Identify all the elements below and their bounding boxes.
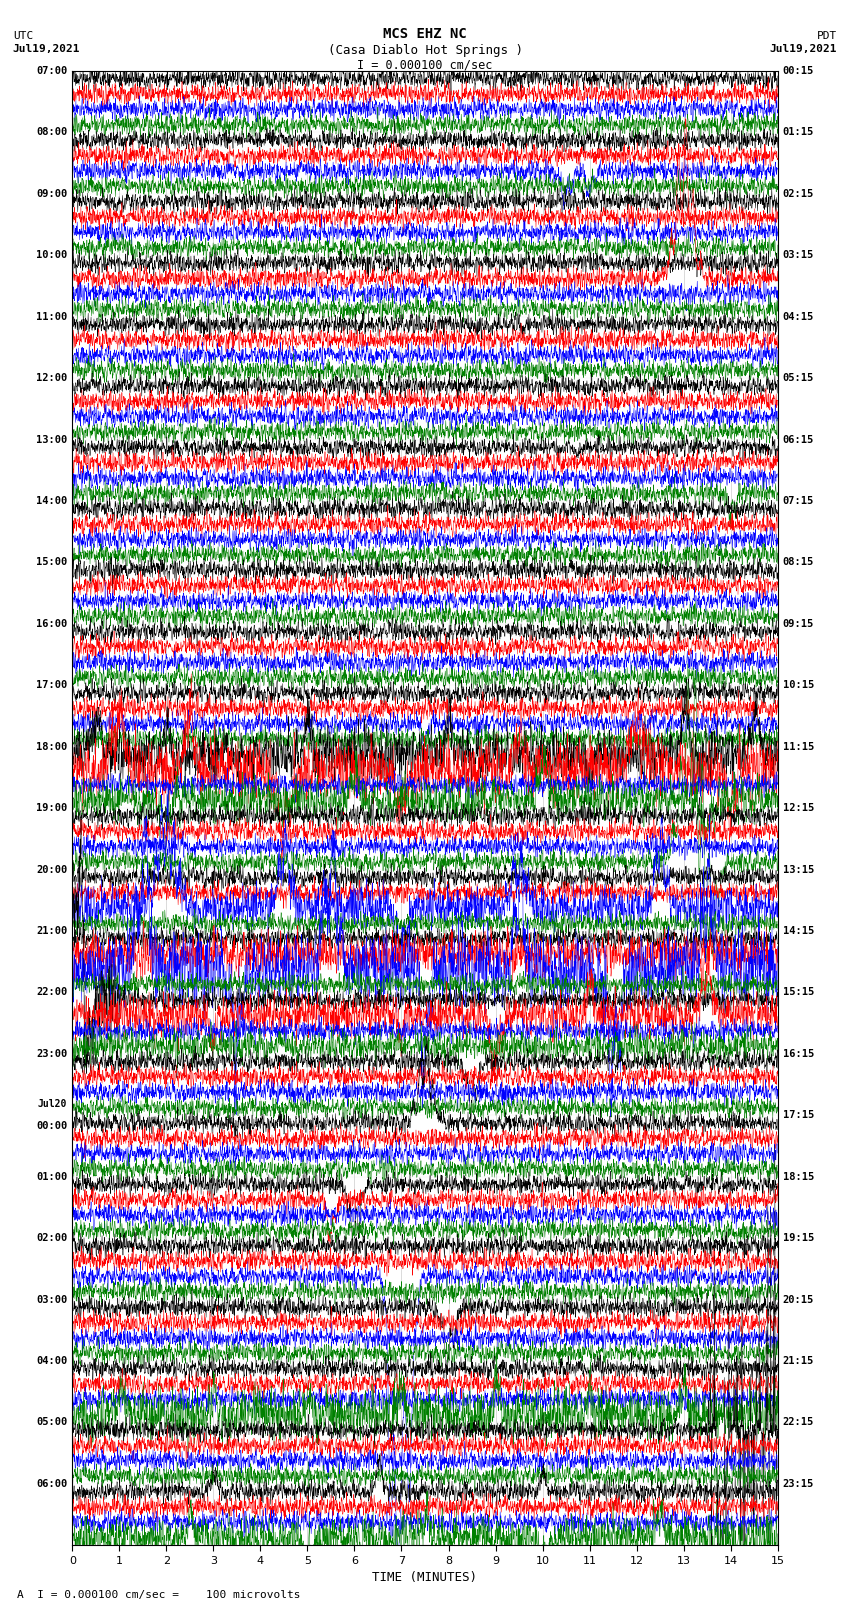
Text: Jul19,2021: Jul19,2021: [13, 44, 80, 53]
Text: 20:15: 20:15: [783, 1295, 814, 1305]
Text: 20:00: 20:00: [36, 865, 67, 874]
Text: 23:00: 23:00: [36, 1048, 67, 1058]
Text: 05:15: 05:15: [783, 373, 814, 384]
Text: 22:00: 22:00: [36, 987, 67, 997]
Text: 00:00: 00:00: [36, 1121, 67, 1131]
Text: 17:00: 17:00: [36, 681, 67, 690]
Text: 23:15: 23:15: [783, 1479, 814, 1489]
Text: 07:00: 07:00: [36, 66, 67, 76]
Text: A  I = 0.000100 cm/sec =    100 microvolts: A I = 0.000100 cm/sec = 100 microvolts: [17, 1590, 301, 1600]
Text: 06:00: 06:00: [36, 1479, 67, 1489]
Text: I = 0.000100 cm/sec: I = 0.000100 cm/sec: [357, 58, 493, 71]
Text: 16:00: 16:00: [36, 619, 67, 629]
Text: 01:00: 01:00: [36, 1171, 67, 1182]
Text: 05:00: 05:00: [36, 1418, 67, 1428]
Text: 09:00: 09:00: [36, 189, 67, 198]
Text: 21:15: 21:15: [783, 1357, 814, 1366]
Text: 14:00: 14:00: [36, 495, 67, 506]
Text: Jul19,2021: Jul19,2021: [770, 44, 837, 53]
Text: 16:15: 16:15: [783, 1048, 814, 1058]
Text: 21:00: 21:00: [36, 926, 67, 936]
Text: 12:00: 12:00: [36, 373, 67, 384]
Text: 15:00: 15:00: [36, 558, 67, 568]
Text: 13:15: 13:15: [783, 865, 814, 874]
Text: 06:15: 06:15: [783, 434, 814, 445]
Text: 19:15: 19:15: [783, 1232, 814, 1244]
Text: 17:15: 17:15: [783, 1110, 814, 1121]
Text: 15:15: 15:15: [783, 987, 814, 997]
Text: 01:15: 01:15: [783, 127, 814, 137]
Text: 13:00: 13:00: [36, 434, 67, 445]
Text: UTC: UTC: [13, 31, 33, 40]
Text: 08:00: 08:00: [36, 127, 67, 137]
Text: PDT: PDT: [817, 31, 837, 40]
Text: 02:00: 02:00: [36, 1232, 67, 1244]
X-axis label: TIME (MINUTES): TIME (MINUTES): [372, 1571, 478, 1584]
Text: 00:15: 00:15: [783, 66, 814, 76]
Text: Jul20: Jul20: [38, 1100, 67, 1110]
Text: 10:00: 10:00: [36, 250, 67, 260]
Text: (Casa Diablo Hot Springs ): (Casa Diablo Hot Springs ): [327, 44, 523, 58]
Text: 22:15: 22:15: [783, 1418, 814, 1428]
Text: 09:15: 09:15: [783, 619, 814, 629]
Text: 03:15: 03:15: [783, 250, 814, 260]
Text: 04:00: 04:00: [36, 1357, 67, 1366]
Text: 02:15: 02:15: [783, 189, 814, 198]
Text: 11:15: 11:15: [783, 742, 814, 752]
Text: 07:15: 07:15: [783, 495, 814, 506]
Text: 19:00: 19:00: [36, 803, 67, 813]
Text: 08:15: 08:15: [783, 558, 814, 568]
Text: 18:15: 18:15: [783, 1171, 814, 1182]
Text: 18:00: 18:00: [36, 742, 67, 752]
Text: 12:15: 12:15: [783, 803, 814, 813]
Text: 11:00: 11:00: [36, 311, 67, 321]
Text: 14:15: 14:15: [783, 926, 814, 936]
Text: 10:15: 10:15: [783, 681, 814, 690]
Text: MCS EHZ NC: MCS EHZ NC: [383, 27, 467, 40]
Text: 03:00: 03:00: [36, 1295, 67, 1305]
Text: 04:15: 04:15: [783, 311, 814, 321]
